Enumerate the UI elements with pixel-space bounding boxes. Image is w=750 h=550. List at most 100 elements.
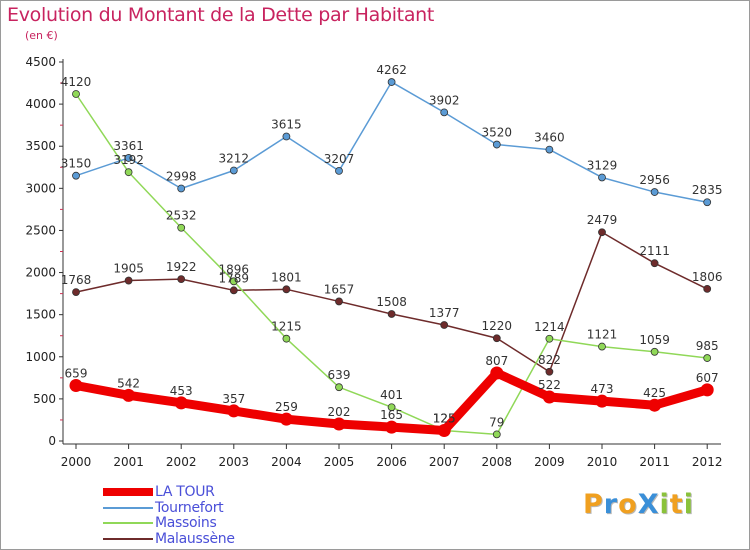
data-point <box>335 297 343 306</box>
legend-label: LA TOUR <box>155 484 215 500</box>
data-label: 3129 <box>587 158 618 172</box>
data-label: 1768 <box>61 273 92 287</box>
y-tick-label: 1000 <box>25 350 56 364</box>
data-point <box>72 90 80 98</box>
data-label: 165 <box>380 408 403 422</box>
data-point <box>72 288 80 296</box>
series-layer <box>69 78 714 439</box>
data-point <box>69 378 83 392</box>
data-point <box>177 275 186 284</box>
data-label: 3361 <box>113 139 144 153</box>
data-label: 1508 <box>376 295 407 309</box>
data-label: 659 <box>65 366 88 380</box>
data-label: 1922 <box>166 260 197 274</box>
data-point <box>122 388 136 402</box>
data-point <box>177 223 186 232</box>
data-point <box>124 168 133 177</box>
data-point <box>545 367 554 376</box>
data-point <box>124 154 133 162</box>
y-tick-label: 0 <box>48 434 56 448</box>
x-tick-label: 2000 <box>61 455 92 469</box>
legend-swatch <box>103 537 153 540</box>
data-point <box>650 188 659 196</box>
data-label: 2111 <box>639 244 670 258</box>
data-label: 2532 <box>166 209 197 223</box>
data-point <box>595 394 609 408</box>
data-label: 522 <box>538 378 561 392</box>
proxiti-logo: ProXiti <box>583 489 694 520</box>
axes: 0 500 1000 1500 2000 2500 3000 3500 4000 4500 2000… <box>25 55 722 469</box>
data-label: 357 <box>222 392 245 406</box>
data-label: 1215 <box>271 320 302 334</box>
data-point <box>492 334 501 343</box>
data-point <box>229 277 238 286</box>
series-la-tour <box>69 366 714 437</box>
data-point <box>648 398 662 412</box>
y-tick-label: 2500 <box>25 223 56 237</box>
data-point <box>650 259 659 268</box>
data-point <box>440 321 449 329</box>
series-line <box>75 81 708 203</box>
data-point <box>490 366 504 380</box>
data-point <box>72 171 80 180</box>
data-label: 1657 <box>324 282 355 296</box>
data-point <box>124 276 133 285</box>
data-label: 125 <box>433 411 456 425</box>
y-tick-label: 3000 <box>25 181 56 195</box>
y-tick-label: 2000 <box>25 266 56 280</box>
data-point <box>279 412 293 426</box>
data-label: 607 <box>696 371 719 385</box>
y-tick-label: 4000 <box>25 97 56 111</box>
data-label: 4120 <box>61 75 92 89</box>
data-label: 1806 <box>692 270 723 284</box>
data-label: 3902 <box>429 93 460 107</box>
x-tick-label: 2010 <box>587 455 618 469</box>
logo-letter: P <box>583 489 604 520</box>
x-tick-label: 2002 <box>166 455 197 469</box>
x-tick-label: 2004 <box>271 455 302 469</box>
logo-letter: o <box>618 489 638 520</box>
x-tick-label: 2006 <box>376 455 407 469</box>
data-label: 1896 <box>219 262 250 276</box>
x-tick-label: 2008 <box>482 455 513 469</box>
data-label: 1905 <box>113 262 144 276</box>
data-point <box>703 284 712 293</box>
y-tick-label: 500 <box>33 392 56 406</box>
data-point <box>177 184 186 193</box>
data-point <box>703 198 712 207</box>
data-label: 202 <box>328 405 351 419</box>
x-tick-label: 2005 <box>324 455 355 469</box>
data-label: 2956 <box>639 173 670 187</box>
data-label: 822 <box>538 353 561 367</box>
x-tick-label: 2007 <box>429 455 460 469</box>
logo-letter: X <box>637 489 660 520</box>
chart-subtitle: (en €) <box>25 29 58 42</box>
data-point <box>335 383 343 392</box>
data-point <box>385 420 399 434</box>
legend-label: Malaussène <box>155 530 235 547</box>
data-label: 1220 <box>482 319 513 333</box>
legend-swatch <box>103 488 153 496</box>
series-malaussene <box>72 228 712 376</box>
logo-letter: r <box>603 489 619 520</box>
data-label: 3212 <box>219 151 250 165</box>
data-point <box>598 228 606 237</box>
data-label: 79 <box>489 415 504 429</box>
data-point <box>227 404 241 418</box>
data-point <box>282 132 291 141</box>
data-point <box>282 334 291 343</box>
data-label: 542 <box>117 376 140 390</box>
data-point <box>229 166 238 175</box>
data-label: 125 <box>433 411 456 425</box>
data-point <box>387 310 396 318</box>
data-point <box>387 78 396 86</box>
data-label: 4262 <box>376 63 407 77</box>
y-tick-label: 3500 <box>25 139 56 153</box>
legend-swatch <box>103 522 153 524</box>
y-tick-label: 1500 <box>25 308 56 322</box>
data-label: 401 <box>380 388 403 402</box>
series-tournefort <box>72 78 712 207</box>
data-point <box>703 354 712 362</box>
